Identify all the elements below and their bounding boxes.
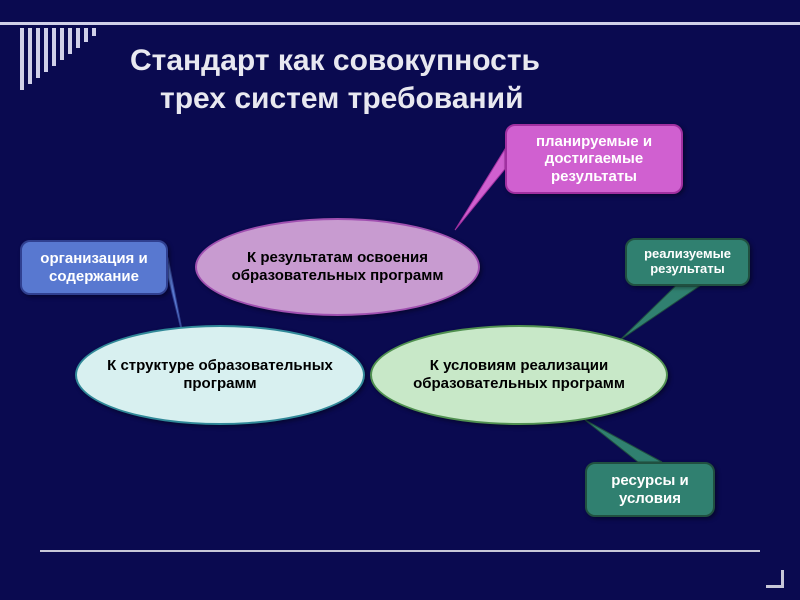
callout-resources-text: ресурсы и условия — [597, 472, 703, 507]
diagram-canvas: К структуре образовательных программ К у… — [0, 130, 800, 550]
ellipse-structure-text: К структуре образовательных программ — [101, 357, 339, 393]
ellipse-conditions-text: К условиям реализации образовательных пр… — [396, 357, 642, 393]
callout-realized-text: реализуемые результаты — [637, 247, 738, 277]
ellipse-results: К результатам освоения образовательных п… — [195, 218, 480, 316]
ellipse-results-text: К результатам освоения образовательных п… — [221, 249, 454, 285]
callout-planned-results: планируемые и достигаемые результаты — [505, 124, 683, 194]
callout-organization: организация и содержание — [20, 240, 168, 295]
callout-realized-results: реализуемые результаты — [625, 238, 750, 286]
ellipse-structure: К структуре образовательных программ — [75, 325, 365, 425]
callout-organization-text: организация и содержание — [32, 250, 156, 285]
slide-title: Стандарт как совокупность трех систем тр… — [130, 42, 540, 117]
corner-ornament — [766, 570, 784, 588]
callout-planned-text: планируемые и достигаемые результаты — [517, 133, 671, 185]
decorative-bars — [20, 28, 96, 90]
title-line2: трех систем требований — [160, 80, 540, 118]
callout-resources: ресурсы и условия — [585, 462, 715, 517]
ellipse-conditions: К условиям реализации образовательных пр… — [370, 325, 668, 425]
title-line1: Стандарт как совокупность — [130, 42, 540, 80]
top-rule — [0, 22, 800, 25]
bottom-rule — [40, 550, 760, 552]
